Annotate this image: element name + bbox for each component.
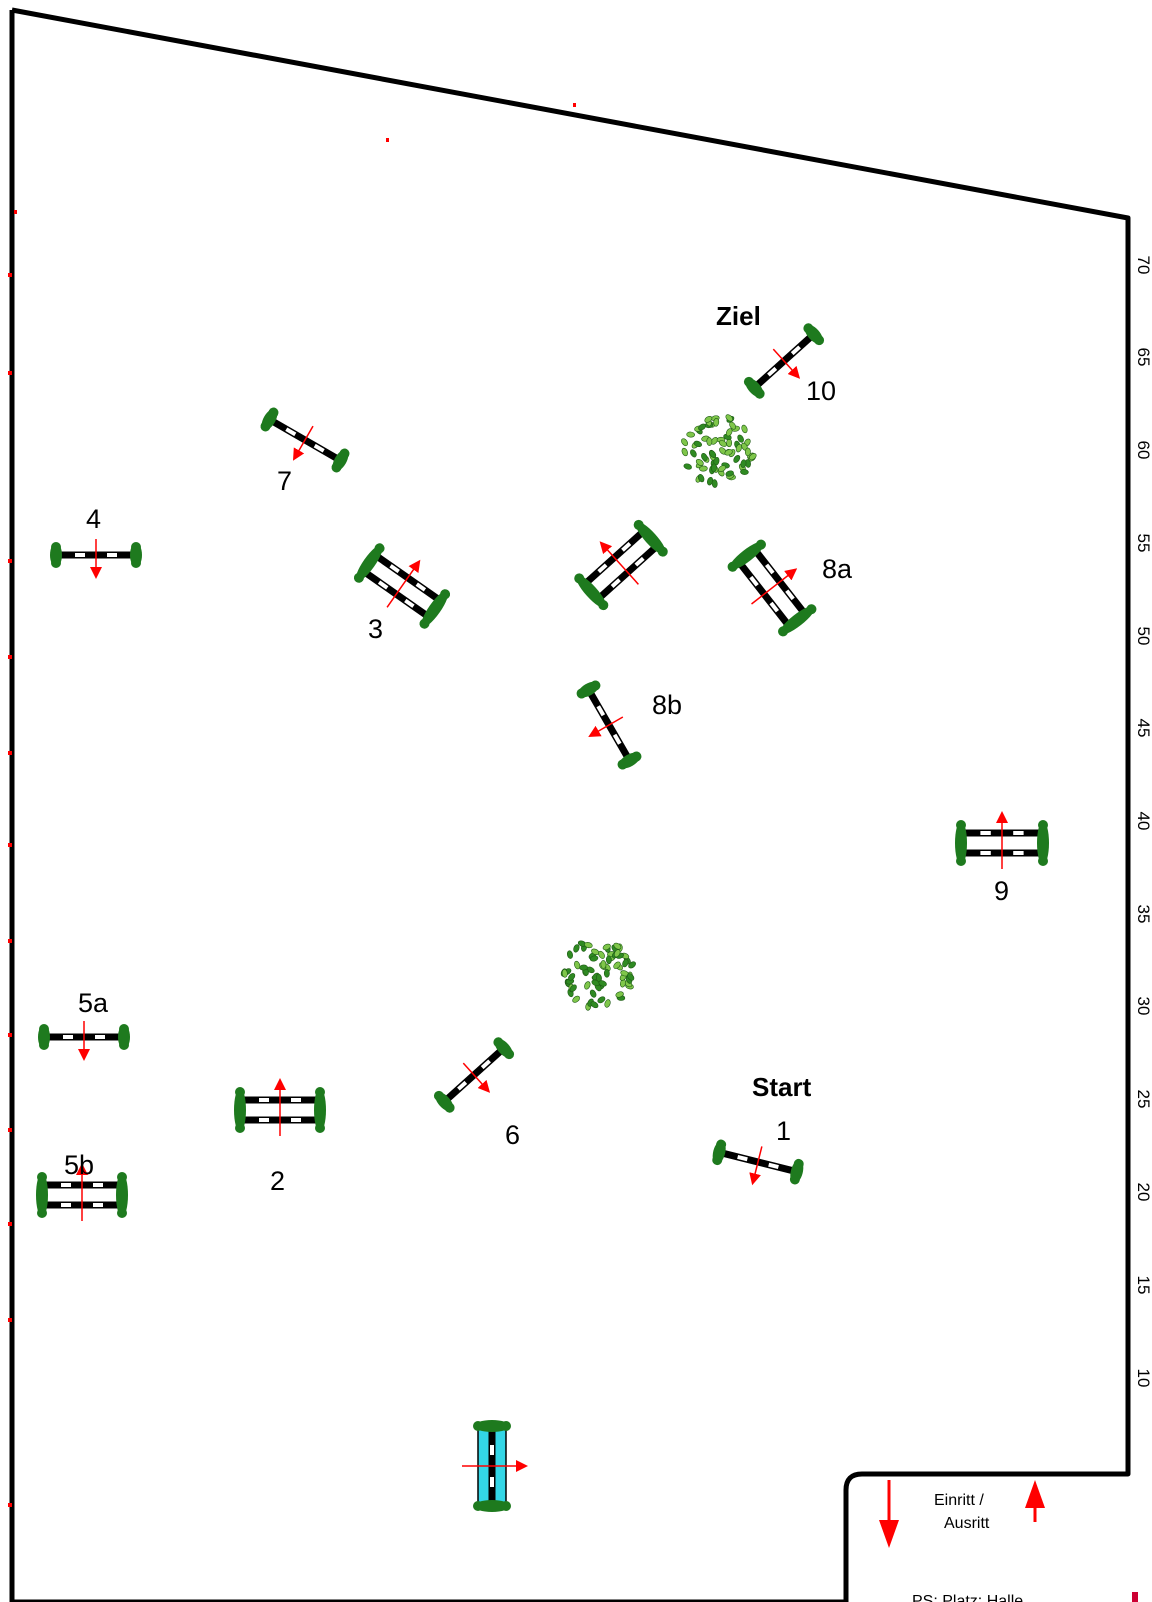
footer-mark — [1132, 1592, 1138, 1602]
obstacle-label: 5a — [78, 988, 109, 1018]
obstacle-label: 8a — [822, 554, 853, 584]
obstacle-7 — [260, 407, 350, 473]
obstacle-5b — [36, 1163, 128, 1221]
finish-label: Ziel — [716, 301, 761, 331]
scale-tick-label: 45 — [1134, 719, 1152, 738]
obstacle-5a — [38, 1021, 130, 1061]
scale-tick-label: 10 — [1134, 1369, 1152, 1388]
scale-tick-label: 15 — [1134, 1276, 1152, 1295]
scale-tick-label: 40 — [1134, 812, 1152, 831]
entrance: Einritt / Ausritt — [879, 1480, 1045, 1548]
obstacle-label: 10 — [806, 376, 836, 406]
right-scale: 10 15 20 25 30 35 40 45 50 55 60 65 70 — [1134, 256, 1152, 1388]
obstacle-label: 4 — [86, 504, 101, 534]
obstacle-2 — [234, 1078, 326, 1136]
scale-tick-label: 20 — [1134, 1183, 1152, 1202]
scale-tick-label: 35 — [1134, 905, 1152, 924]
footer-text: PS: Platz: Halle — [912, 1593, 1023, 1602]
scale-tick-label: 55 — [1134, 534, 1152, 553]
scale-tick-label: 25 — [1134, 1090, 1152, 1109]
obstacle-9 — [955, 811, 1049, 869]
obstacle-label: 7 — [277, 466, 292, 496]
arena-boundary — [9, 7, 1131, 1602]
start-label: Start — [752, 1072, 812, 1102]
obstacle-label: 2 — [270, 1166, 285, 1196]
scale-tick-label: 60 — [1134, 441, 1152, 460]
obstacle-6 — [433, 1037, 515, 1113]
obstacle-1 — [712, 1139, 804, 1186]
obstacle-10 — [743, 323, 825, 399]
obstacle-extra-12 — [574, 519, 668, 611]
obstacle-label: 6 — [505, 1120, 520, 1150]
obstacle-8b — [576, 680, 642, 770]
entrance-label-line2: Ausritt — [944, 1515, 990, 1532]
obstacle-label: 1 — [776, 1116, 791, 1146]
obstacle-8a — [727, 539, 817, 637]
entrance-in-arrowhead — [879, 1520, 899, 1548]
scale-tick-label: 30 — [1134, 997, 1152, 1016]
obstacles: 1 2 3 4 5a 5b 6 7 8a 8b 9 10 — [36, 323, 1049, 1512]
entrance-label-line1: Einritt / — [934, 1492, 984, 1509]
obstacle-4 — [50, 539, 142, 579]
scale-tick-label: 70 — [1134, 256, 1152, 275]
bushes — [560, 414, 757, 1011]
obstacle-label: 5b — [64, 1150, 94, 1180]
bush-icon — [681, 414, 757, 488]
scale-tick-label: 65 — [1134, 348, 1152, 367]
entrance-out-arrowhead — [1025, 1480, 1045, 1508]
obstacle-label: 9 — [994, 876, 1009, 906]
obstacle-3 — [353, 543, 451, 629]
bush-icon — [560, 940, 636, 1011]
obstacle-label: 8b — [652, 690, 682, 720]
obstacle-extra-13 — [462, 1420, 528, 1512]
scale-tick-label: 50 — [1134, 627, 1152, 646]
obstacle-label: 3 — [368, 614, 383, 644]
left-scale-marks — [8, 103, 576, 1507]
